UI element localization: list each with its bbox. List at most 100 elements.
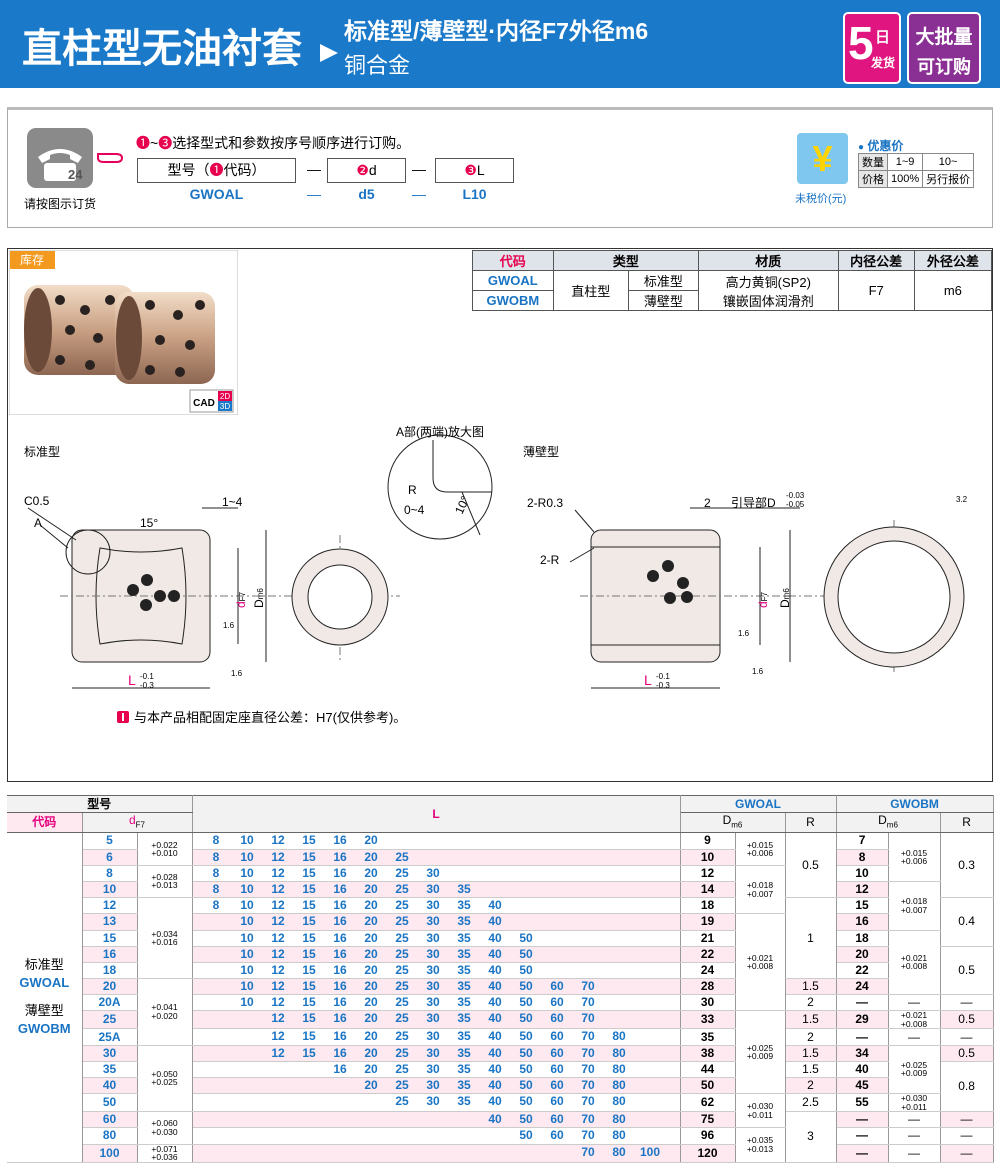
value-cell: 96 (680, 1127, 736, 1145)
value-cell: 10 (836, 865, 889, 882)
header-sub: F7 (135, 820, 146, 830)
size-table: 型号 L GWOAL GWOBM 代码 dF7 Dm6 R Dm6 R 标准型 GWOAL 薄壁型 GWO… (7, 795, 994, 1163)
header-D: D (722, 813, 732, 827)
spec-subtype: 标准型 (627, 270, 700, 291)
L-value: 70 (581, 1061, 595, 1076)
L-value: 60 (550, 995, 564, 1010)
tolerance-cell: +0.030 +0.011 (735, 1093, 786, 1129)
material-line: 镶嵌固体润滑剂 (722, 293, 814, 309)
value-cell: 18 (680, 897, 736, 915)
L-value: 35 (457, 1045, 471, 1060)
detail-angle-line (461, 491, 481, 536)
L-value: 40 (488, 946, 502, 961)
separator: — (307, 161, 321, 177)
graphite-dots (55, 295, 205, 377)
L-value: 8 (212, 833, 220, 848)
spec-outer-tol: m6 (913, 270, 993, 311)
bushing-1 (24, 285, 134, 375)
dim-label: Dm6 (778, 588, 792, 608)
value-cell: 0.5 (940, 1010, 994, 1030)
step-sep: ~ (150, 135, 159, 151)
instruction-text: 选择型式和参数按序号顺序进行订购。 (172, 135, 411, 151)
dim-label: Dm6 (252, 588, 266, 608)
phone-body (44, 163, 76, 181)
order-note: 请按图示订货 (24, 197, 97, 211)
L-value: 30 (426, 1011, 440, 1026)
L-value: 50 (519, 1112, 533, 1127)
price-icon: ¥ (797, 133, 848, 184)
L-value: 10 (240, 898, 254, 913)
L-value: 16 (333, 833, 347, 848)
L-value: 12 (271, 898, 285, 913)
value-cell: 12 (680, 865, 736, 882)
dim-upper: -0.1 (140, 672, 154, 681)
dim-d: d (756, 601, 770, 608)
d-cell: 5 (82, 832, 138, 850)
L-value: 16 (333, 979, 347, 994)
L-value: 20 (364, 833, 378, 848)
dim-D: D (778, 599, 792, 608)
L-value: 25 (395, 995, 409, 1010)
value-cell: 1.5 (785, 1045, 837, 1062)
L-value: 15 (302, 962, 316, 977)
L-value: 15 (302, 1045, 316, 1060)
code-label: GWOBM (17, 1021, 71, 1037)
L-value: 35 (457, 962, 471, 977)
tolerance-line: +0.010 (151, 848, 178, 859)
tolerance-line: +0.009 (746, 1051, 774, 1062)
d-cell: 6 (82, 849, 138, 866)
tolerance-line: +0.008 (900, 1018, 928, 1029)
L-value: 10 (240, 914, 254, 929)
L-value: 16 (333, 962, 347, 977)
tolerance: +0.071 +0.036 (138, 1145, 192, 1162)
tolerance: +0.041 +0.020 (138, 1003, 192, 1020)
cad-label: CAD (193, 398, 215, 409)
detail-corner (432, 440, 492, 493)
dim-label: 2 (704, 496, 711, 510)
tolerance: +0.022 +0.010 (138, 841, 192, 858)
L-value: 10 (240, 946, 254, 961)
L-value: 30 (426, 930, 440, 945)
price-row: 价格 100% 另行报价 (858, 170, 975, 188)
tolerance-line: +0.021 (746, 952, 774, 963)
tolerance-cell: +0.028 +0.013 (137, 865, 193, 899)
value-cell: 22 (680, 946, 736, 963)
L-value: 16 (333, 930, 347, 945)
note-icon-mark (122, 713, 124, 721)
L-value: 25 (395, 962, 409, 977)
L-value: 40 (488, 1061, 502, 1076)
value-cell: 29 (836, 1010, 889, 1030)
tolerance-dash: — (908, 1029, 921, 1044)
L-value: 50 (519, 946, 533, 961)
tolerance-line: +0.036 (151, 1152, 178, 1163)
spec-table: 代码 类型 材质 内径公差 外径公差 GWOAL 直柱型 标准型 高力黄铜(SP… (472, 250, 993, 311)
price-cell: 另行报价 (922, 170, 975, 188)
L-value: 15 (302, 865, 316, 880)
field-step: ❷ (356, 162, 369, 178)
spec-header-cell: 材质 (698, 250, 839, 271)
d-cell: 10 (82, 881, 138, 899)
value-cell: 33 (680, 1010, 736, 1030)
L-value: 8 (212, 865, 220, 880)
L-value: 20 (364, 1061, 378, 1076)
detail-circle (387, 434, 493, 540)
L-cell: 10 12 15 16 20 25 30 35 40 50 60 70 (192, 994, 681, 1012)
L-value: 12 (271, 849, 285, 864)
header-sub: m6 (886, 820, 898, 830)
L-value: 16 (333, 898, 347, 913)
L-value: 70 (581, 1011, 595, 1026)
L-value: 60 (550, 1078, 564, 1093)
value-cell: 0.5 (940, 946, 994, 996)
tolerance-line: +0.016 (151, 937, 178, 948)
L-value: 40 (488, 914, 502, 929)
cad-2d: 2D (220, 392, 230, 401)
header-row: 型号 L GWOAL GWOBM (7, 795, 994, 834)
size-row: 100 +0.071 +0.036 70 80 100 120— — — (7, 1144, 994, 1163)
value-cell: 40 (836, 1061, 889, 1079)
product-photo: 库存 CAD 2D 3D (9, 250, 238, 415)
tolerance-cell: +0.021 +0.008 (735, 913, 786, 1012)
L-value: 16 (333, 946, 347, 961)
field-example: d5 (358, 186, 375, 202)
spec-header-cell: 代码 (472, 250, 554, 271)
tolerance-line: +0.035 (746, 1135, 774, 1146)
